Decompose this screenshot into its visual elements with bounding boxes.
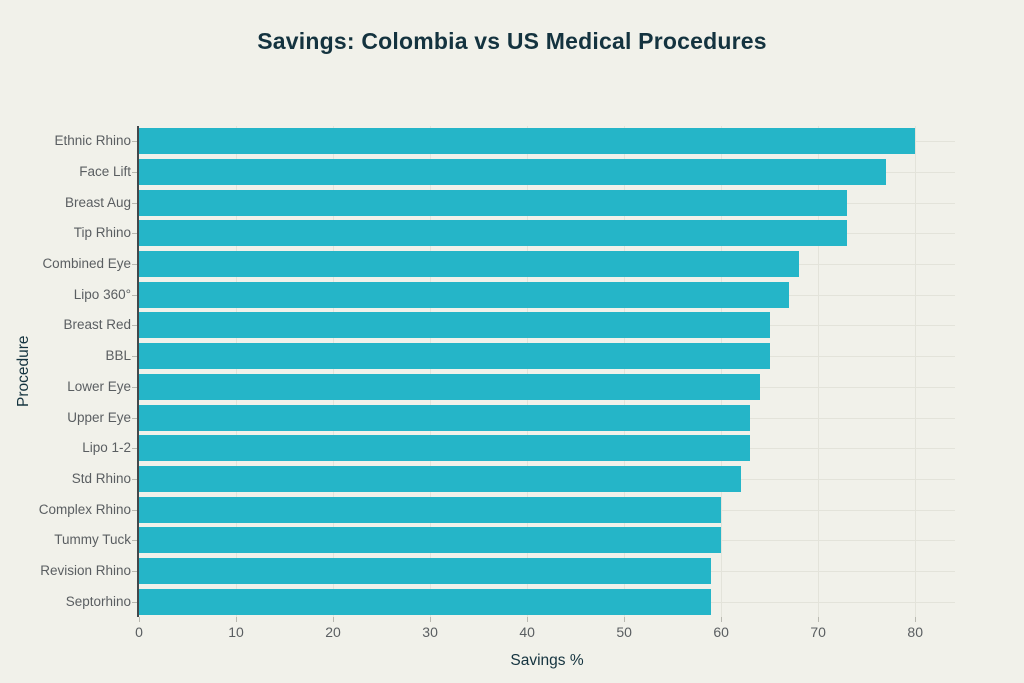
y-tick-mark bbox=[132, 509, 137, 511]
y-tick-mark bbox=[132, 417, 137, 419]
y-tick-mark bbox=[132, 325, 137, 327]
y-tick-mark bbox=[132, 448, 137, 450]
y-tick-mark bbox=[132, 172, 137, 174]
x-tick-label: 30 bbox=[422, 624, 438, 640]
gridline-vertical bbox=[915, 126, 917, 617]
bar bbox=[139, 557, 712, 584]
x-tick-label: 0 bbox=[135, 624, 143, 640]
bar bbox=[139, 465, 741, 492]
y-tick-labels: Ethnic Rhino Face Lift Breast Aug Tip Rhino… bbox=[0, 126, 131, 617]
y-tick-label: Lipo 1-2 bbox=[82, 440, 131, 456]
y-tick-label: Septorhino bbox=[65, 593, 131, 609]
x-tick-label: 60 bbox=[713, 624, 729, 640]
gridline-vertical bbox=[527, 126, 529, 617]
y-tick-mark bbox=[132, 356, 137, 358]
y-tick-label: BBL bbox=[105, 348, 131, 364]
bar bbox=[139, 312, 770, 339]
x-tick-mark bbox=[430, 617, 432, 622]
y-tick-mark bbox=[132, 478, 137, 480]
x-tick-label: 10 bbox=[228, 624, 244, 640]
y-axis-line bbox=[137, 126, 139, 617]
x-axis-title: Savings % bbox=[510, 652, 584, 669]
y-tick-label: Upper Eye bbox=[67, 409, 131, 425]
x-tick-label: 70 bbox=[810, 624, 826, 640]
y-tick-label: Breast Red bbox=[63, 317, 131, 333]
x-tick-mark bbox=[236, 617, 238, 622]
bar bbox=[139, 343, 770, 370]
bar bbox=[139, 128, 916, 155]
y-tick-mark bbox=[132, 540, 137, 542]
y-tick-label: Breast Aug bbox=[64, 194, 131, 210]
gridline-vertical bbox=[236, 126, 238, 617]
y-tick-label: Face Lift bbox=[79, 164, 131, 180]
y-tick-mark bbox=[132, 570, 137, 572]
x-tick-mark bbox=[139, 617, 140, 622]
gridline-vertical bbox=[721, 126, 723, 617]
bar bbox=[139, 435, 751, 462]
y-tick-mark bbox=[132, 601, 137, 603]
x-tick-label: 50 bbox=[616, 624, 632, 640]
y-tick-mark bbox=[132, 202, 137, 204]
bar bbox=[139, 189, 848, 216]
y-tick-label: Complex Rhino bbox=[38, 501, 131, 517]
bar bbox=[139, 588, 712, 615]
x-tick-mark bbox=[624, 617, 626, 622]
y-tick-label: Tip Rhino bbox=[73, 225, 131, 241]
y-tick-mark bbox=[132, 386, 137, 388]
y-tick-mark bbox=[132, 141, 137, 143]
x-tick-mark bbox=[818, 617, 820, 622]
x-tick-label: 80 bbox=[907, 624, 923, 640]
gridline-vertical bbox=[818, 126, 820, 617]
bar bbox=[139, 159, 887, 186]
y-tick-label: Combined Eye bbox=[42, 256, 131, 272]
bar bbox=[139, 251, 799, 278]
bar bbox=[139, 220, 848, 247]
y-tick-mark bbox=[132, 264, 137, 266]
y-tick-label: Ethnic Rhino bbox=[54, 133, 131, 149]
gridline-vertical bbox=[624, 126, 626, 617]
y-tick-label: Tummy Tuck bbox=[54, 532, 131, 548]
y-tick-label: Lower Eye bbox=[67, 378, 131, 394]
x-tick-label: 40 bbox=[519, 624, 535, 640]
gridline-vertical bbox=[333, 126, 335, 617]
bar bbox=[139, 404, 751, 431]
x-tick-mark bbox=[527, 617, 529, 622]
x-tick-mark bbox=[333, 617, 335, 622]
y-tick-mark bbox=[132, 233, 137, 235]
bar bbox=[139, 373, 760, 400]
bar bbox=[139, 527, 722, 554]
y-tick-label: Revision Rhino bbox=[40, 562, 131, 578]
y-tick-mark bbox=[132, 294, 137, 296]
x-tick-label: 20 bbox=[325, 624, 341, 640]
bar bbox=[139, 496, 722, 523]
y-tick-label: Lipo 360° bbox=[73, 286, 131, 302]
plot-area bbox=[139, 126, 955, 617]
x-tick-mark bbox=[721, 617, 723, 622]
y-tick-label: Std Rhino bbox=[71, 470, 131, 486]
x-tick-mark bbox=[915, 617, 917, 622]
bar bbox=[139, 281, 790, 308]
gridline-vertical bbox=[430, 126, 432, 617]
chart-title: Savings: Colombia vs US Medical Procedur… bbox=[257, 28, 767, 54]
